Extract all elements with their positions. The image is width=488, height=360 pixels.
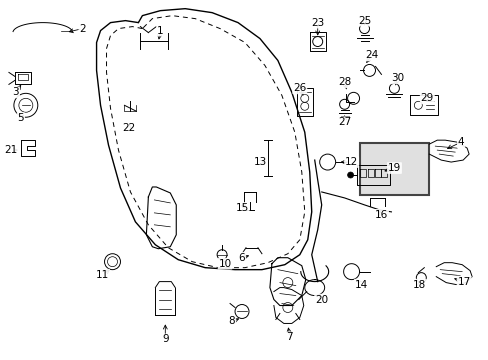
Text: 19: 19 [387,163,400,173]
Text: 11: 11 [96,270,109,280]
Text: 17: 17 [457,276,470,287]
Text: 25: 25 [357,15,370,26]
Text: 10: 10 [218,259,231,269]
Text: 1: 1 [157,26,163,36]
Text: 18: 18 [412,280,425,289]
Text: 5: 5 [18,113,24,123]
Circle shape [347,172,353,178]
Text: 15: 15 [235,203,248,213]
Text: 20: 20 [314,294,327,305]
Text: 14: 14 [354,280,367,289]
Text: 27: 27 [337,117,350,127]
Text: 21: 21 [4,145,18,155]
Text: 12: 12 [344,157,358,167]
Text: 9: 9 [162,334,168,345]
Text: 3: 3 [13,87,19,97]
Text: 16: 16 [374,210,387,220]
Bar [359,143,428,195]
Text: 26: 26 [293,84,306,93]
Text: 13: 13 [253,157,266,167]
Text: 23: 23 [310,18,324,28]
Text: 8: 8 [228,316,235,327]
Text: 28: 28 [337,77,350,87]
Text: 2: 2 [79,24,86,33]
Text: 30: 30 [390,73,403,84]
Text: 6: 6 [238,253,245,263]
Text: 22: 22 [122,123,135,133]
Text: 7: 7 [286,332,292,342]
Text: 4: 4 [457,137,464,147]
Text: 24: 24 [364,50,377,60]
Text: 29: 29 [420,93,433,103]
